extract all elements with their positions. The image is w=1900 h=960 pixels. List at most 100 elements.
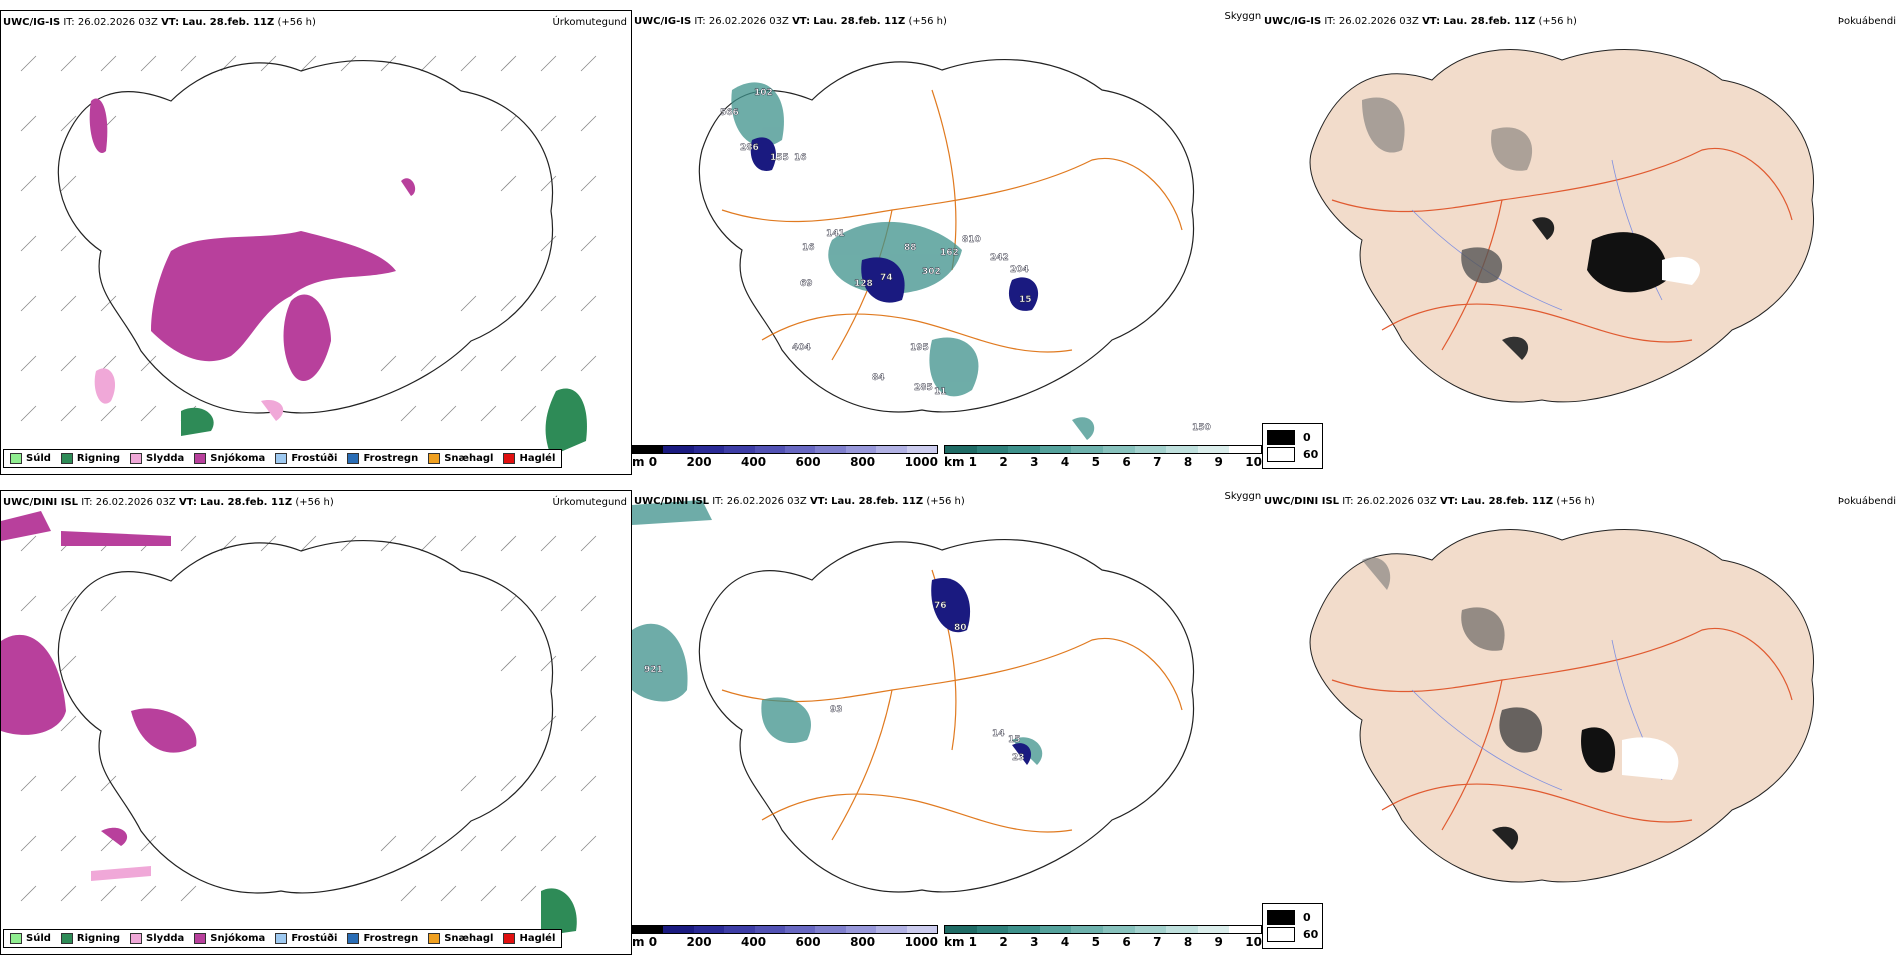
legend-swatch bbox=[503, 933, 516, 944]
ceiling-map: 102 566 286 155 16 141 16 88 162 810 242… bbox=[698, 58, 1211, 440]
it-label: IT: bbox=[694, 16, 706, 27]
colorbar-tick: 6 bbox=[1122, 935, 1131, 949]
legend-label: Slydda bbox=[146, 453, 185, 464]
legend-swatch bbox=[194, 453, 207, 464]
vt-value: Lau. 28.feb. 11Z bbox=[813, 16, 906, 27]
legend-item: Snæhagl bbox=[428, 453, 493, 464]
forecast-row-2: UWC/DINI ISL IT: 26.02.2026 03Z VT: Lau.… bbox=[0, 490, 1900, 960]
legend-label: Snæhagl bbox=[444, 453, 494, 464]
panel-title: Úrkomutegund bbox=[552, 17, 627, 28]
ceiling-map: 921 76 80 93 15 23 14 bbox=[632, 500, 1194, 893]
colorbar-step bbox=[976, 446, 1009, 453]
colorbar-tick: 600 bbox=[795, 455, 821, 469]
colorbar-tick: 5 bbox=[1091, 935, 1100, 949]
legend-swatch bbox=[428, 453, 441, 464]
model-name: UWC/IG-IS bbox=[3, 17, 61, 28]
rain-areas bbox=[541, 888, 577, 936]
colorbar-tick: 200 bbox=[686, 455, 712, 469]
colorbar-step bbox=[693, 446, 725, 453]
legend-label: Frostúði bbox=[291, 453, 338, 464]
ceiling-colorbar: m 0 200 400 600 800 1000 bbox=[632, 925, 938, 949]
ceiling-value: 566 bbox=[720, 108, 739, 118]
colorbar-tick: 6 bbox=[1122, 455, 1131, 469]
legend-item: Frostúði bbox=[275, 453, 337, 464]
cloud-legend-item: 0 bbox=[1267, 910, 1318, 925]
vt-value: Lau. 28.feb. 11Z bbox=[200, 497, 293, 508]
legend-item: Snæhagl bbox=[428, 933, 493, 944]
it-value: 26.02.2026 03Z bbox=[95, 497, 176, 508]
cloud-panel: UWC/IG-IS IT: 26.02.2026 03Z VT: Lau. 28… bbox=[1262, 10, 1900, 475]
colorbar-label: m 0 bbox=[632, 455, 657, 469]
colorbar-unit: m bbox=[632, 935, 645, 949]
visibility-colorbar-labels: km 1 2 3 4 5 6 7 8 9 10 bbox=[944, 935, 1262, 949]
colorbar-step bbox=[1229, 446, 1261, 453]
cloud-legend: 0 60 bbox=[1262, 903, 1324, 949]
legend-swatch bbox=[60, 933, 73, 944]
legend-item: Haglél bbox=[503, 453, 555, 464]
ceiling-areas bbox=[931, 578, 1032, 765]
ceiling-value: 810 bbox=[962, 235, 981, 245]
colorbar-step bbox=[1166, 926, 1198, 933]
legend-swatch bbox=[503, 453, 516, 464]
colorbar-step bbox=[1071, 926, 1103, 933]
vt-value: Lau. 28.feb. 11Z bbox=[1443, 16, 1536, 27]
ceiling-colorbar-labels: m 0 200 400 600 800 1000 bbox=[632, 935, 938, 949]
ceiling-value: 141 bbox=[826, 229, 845, 239]
colorbar-step bbox=[633, 926, 664, 933]
legend-item: Súld bbox=[10, 933, 51, 944]
colorbar-tick: 0 bbox=[648, 935, 658, 949]
ceiling-values: 921 76 80 93 15 23 14 bbox=[644, 601, 1025, 763]
panel-title: Þokuábendi bbox=[1837, 496, 1896, 507]
colorbar-tick: 8 bbox=[1183, 935, 1193, 949]
lead-time: (+56 h) bbox=[1556, 496, 1595, 507]
legend-item: Frostregn bbox=[347, 453, 418, 464]
it-label: IT: bbox=[63, 17, 75, 28]
ceiling-value: 16 bbox=[794, 153, 807, 163]
cloud-legend: 0 60 bbox=[1262, 423, 1324, 469]
snow-areas bbox=[1, 511, 197, 846]
cloud-areas bbox=[1362, 557, 1679, 850]
header: UWC/DINI ISL IT: 26.02.2026 03Z VT: Lau.… bbox=[1264, 496, 1595, 507]
legend-label: Rigning bbox=[76, 453, 121, 464]
ceiling-value: 88 bbox=[904, 243, 917, 253]
ceiling-value: 302 bbox=[922, 267, 941, 277]
ceiling-value: 84 bbox=[872, 373, 885, 383]
model-name: UWC/DINI ISL bbox=[3, 497, 79, 508]
colorbar-tick: 2 bbox=[999, 455, 1008, 469]
it-value: 26.02.2026 03Z bbox=[77, 17, 158, 28]
legend-label: Súld bbox=[26, 933, 51, 944]
colorbar-step bbox=[815, 926, 846, 933]
ceiling-value: 69 bbox=[800, 279, 813, 289]
ceiling-value: 285 bbox=[914, 383, 933, 393]
visibility-areas bbox=[632, 500, 1043, 765]
vt-label: VT: bbox=[161, 17, 180, 28]
ceiling-value: 242 bbox=[990, 253, 1009, 263]
wind-barbs bbox=[20, 55, 597, 422]
legend-item: Frostúði bbox=[275, 933, 337, 944]
ceiling-value: 162 bbox=[940, 248, 959, 258]
panel-title: Úrkomutegund bbox=[552, 497, 627, 508]
colorbar-step bbox=[754, 926, 786, 933]
colorbar-unit: m bbox=[632, 455, 645, 469]
cloud-legend-item: 0 bbox=[1267, 430, 1318, 445]
ceiling-values: 102 566 286 155 16 141 16 88 162 810 242… bbox=[720, 88, 1211, 433]
colorbar-step bbox=[785, 926, 816, 933]
colorbar-tick: 800 bbox=[850, 455, 876, 469]
legend-swatch bbox=[428, 933, 441, 944]
legend-swatch bbox=[130, 933, 143, 944]
legend-swatch bbox=[275, 453, 288, 464]
visibility-colorbar: km 1 2 3 4 5 6 7 8 9 10 bbox=[944, 925, 1262, 949]
cloud-legend-item: 60 bbox=[1267, 927, 1318, 942]
colorbar-tick: 10 bbox=[1245, 455, 1262, 469]
ceiling-value: 11 bbox=[934, 387, 947, 397]
colorbar-step bbox=[754, 446, 786, 453]
colorbar-step bbox=[845, 446, 877, 453]
vt-label: VT: bbox=[178, 497, 197, 508]
colorbar-tick: 3 bbox=[1030, 935, 1039, 949]
it-value: 26.02.2026 03Z bbox=[1338, 16, 1419, 27]
legend-swatch bbox=[130, 453, 143, 464]
legend-swatch bbox=[347, 933, 360, 944]
visibility-colorbar: km 1 2 3 4 5 6 7 8 9 10 bbox=[944, 445, 1262, 469]
lead-time: (+56 h) bbox=[295, 497, 334, 508]
header: UWC/IG-IS IT: 26.02.2026 03Z VT: Lau. 28… bbox=[1264, 16, 1577, 27]
